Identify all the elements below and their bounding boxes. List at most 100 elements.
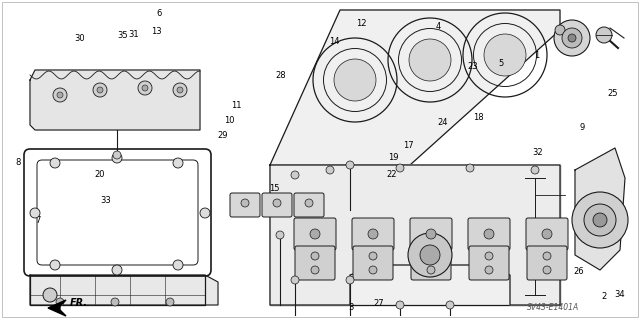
Circle shape	[56, 298, 64, 306]
FancyBboxPatch shape	[230, 193, 260, 217]
Circle shape	[111, 298, 119, 306]
Polygon shape	[270, 10, 560, 165]
Text: 19: 19	[388, 153, 399, 162]
Text: 30: 30	[75, 34, 85, 43]
Polygon shape	[575, 148, 625, 270]
Text: 29: 29	[218, 131, 228, 140]
Text: 35: 35	[118, 31, 128, 40]
Text: 33: 33	[100, 196, 111, 205]
Text: 17: 17	[403, 141, 413, 150]
Text: 4: 4	[436, 22, 441, 31]
Text: 5: 5	[499, 59, 504, 68]
Text: 24: 24	[438, 118, 448, 127]
Circle shape	[173, 158, 183, 168]
Circle shape	[43, 288, 57, 302]
Circle shape	[542, 229, 552, 239]
Text: 26: 26	[574, 267, 584, 276]
Text: 18: 18	[474, 113, 484, 122]
Circle shape	[53, 88, 67, 102]
Text: 11: 11	[231, 101, 241, 110]
FancyBboxPatch shape	[411, 246, 451, 280]
Text: 12: 12	[356, 19, 367, 28]
Circle shape	[572, 192, 628, 248]
Text: FR.: FR.	[70, 298, 88, 308]
Circle shape	[555, 25, 565, 35]
Circle shape	[311, 266, 319, 274]
Circle shape	[369, 252, 377, 260]
Polygon shape	[270, 165, 560, 305]
Text: 21: 21	[596, 204, 607, 213]
Circle shape	[50, 260, 60, 270]
Circle shape	[138, 81, 152, 95]
Text: 34: 34	[614, 290, 625, 299]
FancyBboxPatch shape	[469, 246, 509, 280]
Text: 31: 31	[128, 30, 138, 39]
FancyBboxPatch shape	[295, 246, 335, 280]
Circle shape	[584, 204, 616, 236]
Text: 7: 7	[36, 216, 41, 225]
Circle shape	[241, 199, 249, 207]
Circle shape	[57, 92, 63, 98]
Circle shape	[291, 276, 299, 284]
Text: 28: 28	[275, 71, 285, 80]
Circle shape	[142, 85, 148, 91]
Text: 10: 10	[224, 116, 234, 125]
Text: 25: 25	[608, 89, 618, 98]
Circle shape	[369, 266, 377, 274]
Circle shape	[593, 213, 607, 227]
Text: 27: 27	[374, 299, 384, 308]
Circle shape	[420, 245, 440, 265]
Text: 13: 13	[152, 27, 162, 36]
FancyBboxPatch shape	[410, 218, 452, 250]
Circle shape	[485, 252, 493, 260]
Circle shape	[543, 266, 551, 274]
Polygon shape	[270, 165, 560, 305]
Circle shape	[200, 208, 210, 218]
Circle shape	[346, 276, 354, 284]
Circle shape	[409, 39, 451, 81]
Circle shape	[426, 229, 436, 239]
Circle shape	[273, 199, 281, 207]
Text: 22: 22	[387, 170, 397, 179]
Text: 16: 16	[472, 228, 482, 237]
Circle shape	[112, 153, 122, 163]
Text: 1: 1	[534, 51, 539, 60]
Circle shape	[50, 158, 60, 168]
Circle shape	[427, 252, 435, 260]
Circle shape	[368, 229, 378, 239]
Text: 23: 23	[467, 63, 477, 71]
Circle shape	[446, 301, 454, 309]
Text: 15: 15	[269, 184, 279, 193]
Circle shape	[408, 233, 452, 277]
Text: 14: 14	[329, 37, 339, 46]
Circle shape	[484, 229, 494, 239]
Circle shape	[97, 87, 103, 93]
FancyBboxPatch shape	[527, 246, 567, 280]
Text: 6: 6	[156, 9, 161, 18]
Circle shape	[346, 161, 354, 169]
FancyBboxPatch shape	[262, 193, 292, 217]
Circle shape	[568, 34, 576, 42]
Circle shape	[427, 266, 435, 274]
Text: 3: 3	[348, 303, 353, 312]
FancyBboxPatch shape	[526, 218, 568, 250]
Circle shape	[291, 171, 299, 179]
Circle shape	[173, 260, 183, 270]
Circle shape	[531, 166, 539, 174]
Circle shape	[305, 199, 313, 207]
Polygon shape	[30, 275, 205, 305]
Circle shape	[334, 59, 376, 101]
Circle shape	[166, 298, 174, 306]
Text: SV43-E1401A: SV43-E1401A	[527, 303, 579, 313]
Circle shape	[396, 301, 404, 309]
Circle shape	[93, 83, 107, 97]
Circle shape	[562, 28, 582, 48]
Circle shape	[484, 34, 526, 76]
Circle shape	[554, 20, 590, 56]
Text: 8: 8	[15, 158, 20, 167]
Circle shape	[177, 87, 183, 93]
Circle shape	[112, 265, 122, 275]
FancyBboxPatch shape	[294, 193, 324, 217]
FancyBboxPatch shape	[352, 218, 394, 250]
Circle shape	[543, 252, 551, 260]
